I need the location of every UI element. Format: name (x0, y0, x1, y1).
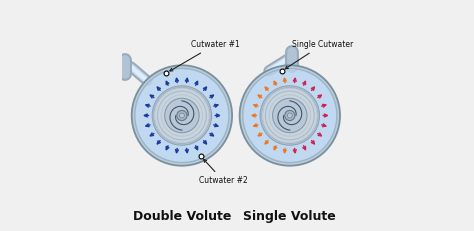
Text: Double Volute: Double Volute (133, 210, 231, 223)
Circle shape (285, 110, 295, 121)
Text: Cutwater #1: Cutwater #1 (170, 40, 240, 71)
Circle shape (261, 87, 319, 144)
Circle shape (179, 113, 184, 118)
Circle shape (273, 98, 307, 133)
Text: Single Cutwater: Single Cutwater (285, 40, 353, 69)
Text: Single Volute: Single Volute (244, 210, 336, 223)
Wedge shape (243, 68, 337, 163)
Circle shape (177, 110, 187, 121)
Circle shape (287, 113, 292, 118)
Circle shape (164, 98, 199, 133)
Wedge shape (135, 68, 229, 163)
Circle shape (153, 87, 210, 144)
Text: Cutwater #2: Cutwater #2 (199, 159, 248, 185)
